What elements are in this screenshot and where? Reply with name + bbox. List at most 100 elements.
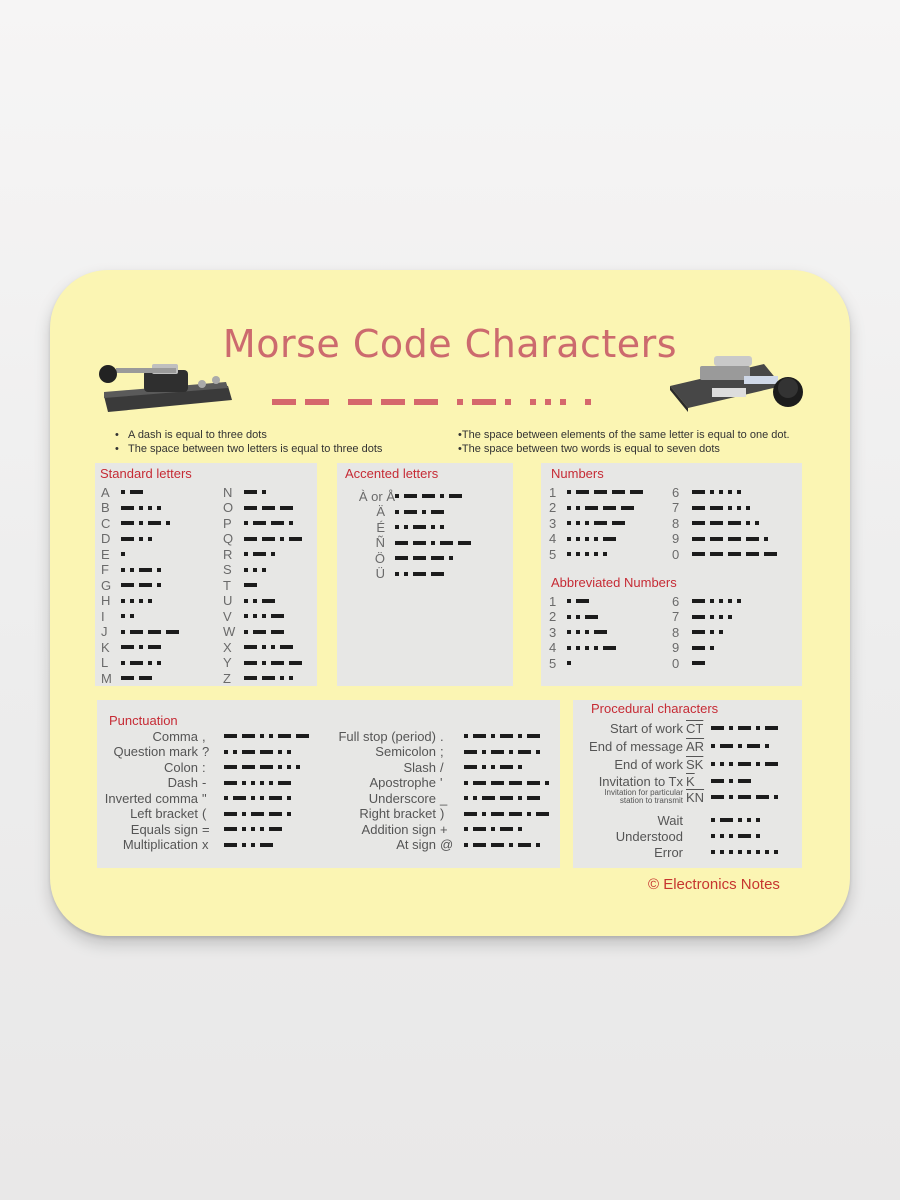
morse-dash (413, 540, 426, 545)
morse-code (395, 525, 449, 529)
morse-dot (720, 762, 724, 766)
code-row: N (223, 485, 271, 500)
punctuation-title: Punctuation (109, 713, 178, 728)
morse-dot (280, 676, 284, 680)
morse-dash (422, 494, 435, 498)
morse-code (567, 630, 612, 634)
morse-dot (756, 834, 760, 838)
punctuation-code-row (224, 776, 296, 790)
morse-code (567, 645, 621, 650)
row-character: Z (223, 670, 231, 686)
accented-row: Ä (343, 504, 449, 519)
morse-dash (692, 490, 705, 494)
morse-dot (576, 645, 580, 650)
accented-character: Ü (375, 566, 385, 581)
morse-code (464, 765, 527, 769)
morse-code (121, 583, 166, 587)
morse-code (244, 676, 298, 680)
morse-dot (536, 749, 540, 754)
code-row: A (101, 485, 148, 500)
morse-dot (157, 567, 161, 572)
row-character: 8 (672, 624, 680, 640)
morse-dot (251, 780, 255, 785)
procedural-label: Error (570, 845, 706, 860)
morse-code (244, 583, 262, 587)
row-character: 2 (549, 609, 557, 624)
morse-dot (464, 842, 468, 847)
morse-dash (413, 571, 426, 576)
punctuation-label: Semicolon; (232, 744, 452, 759)
punctuation-name: Addition sign (361, 821, 436, 837)
morse-dot (271, 645, 275, 649)
morse-dot (729, 795, 733, 799)
morse-dash (269, 796, 282, 800)
morse-code (711, 834, 765, 838)
row-character: H (101, 593, 111, 608)
morse-dot (491, 765, 495, 769)
morse-dot (764, 536, 768, 541)
morse-dot (464, 780, 468, 785)
morse-dash (603, 536, 616, 541)
code-row: 2 (549, 609, 603, 624)
morse-code (244, 552, 280, 556)
morse-dot (710, 490, 714, 494)
morse-dash (242, 734, 255, 738)
morse-code (464, 796, 545, 800)
code-row: 5 (549, 546, 612, 562)
morse-dot (585, 645, 589, 650)
morse-dot (244, 521, 248, 525)
morse-dot (473, 796, 477, 800)
row-character: 0 (672, 546, 680, 562)
punctuation-code-row (224, 760, 305, 774)
morse-dash (692, 599, 705, 603)
morse-code (244, 536, 307, 541)
morse-dash (746, 552, 759, 556)
morse-code (464, 734, 545, 738)
row-character: 5 (549, 546, 557, 562)
punctuation-symbol: / (440, 759, 444, 775)
morse-dot (260, 734, 264, 738)
morse-dot (269, 734, 273, 738)
code-row: 2 (549, 500, 639, 515)
morse-dot (242, 842, 246, 847)
morse-code (464, 749, 545, 754)
punctuation-label: Colon: (0, 760, 214, 775)
morse-code (121, 660, 166, 665)
morse-dash (130, 660, 143, 665)
procedural-label: Understood (570, 829, 706, 844)
code-row: E (101, 547, 130, 562)
morse-dash (728, 521, 741, 525)
punctuation-code-row (224, 729, 314, 743)
punctuation-label: Equals sign = (0, 822, 214, 837)
accented-character: Ä (376, 504, 385, 519)
morse-dot (711, 850, 715, 854)
punctuation-name: Semicolon (375, 744, 436, 759)
morse-dot (774, 795, 778, 799)
morse-code (244, 505, 298, 510)
punctuation-code-row (224, 838, 278, 852)
morse-dot (567, 599, 571, 603)
code-row: 7 (672, 609, 737, 624)
morse-dot (729, 726, 733, 730)
morse-code (711, 818, 765, 822)
morse-dot (148, 660, 152, 665)
morse-dash (262, 676, 275, 680)
morse-dot (278, 749, 282, 754)
morse-dash (692, 552, 705, 556)
punctuation-name: Multiplication (122, 837, 198, 852)
title-morse-dot (585, 399, 591, 405)
morse-dot (287, 749, 291, 754)
morse-dash (710, 536, 723, 541)
morse-dot (711, 834, 715, 838)
morse-dash (720, 744, 733, 748)
morse-dot (509, 842, 513, 847)
procedural-symbol: AR (686, 738, 705, 754)
morse-dash (121, 505, 134, 510)
procedural-name: Wait (657, 812, 683, 828)
code-row: 1 (549, 594, 594, 609)
row-character: 4 (549, 531, 557, 546)
morse-dash (458, 540, 471, 545)
morse-dot (603, 552, 607, 556)
morse-code (244, 629, 289, 634)
morse-dot (253, 567, 257, 572)
